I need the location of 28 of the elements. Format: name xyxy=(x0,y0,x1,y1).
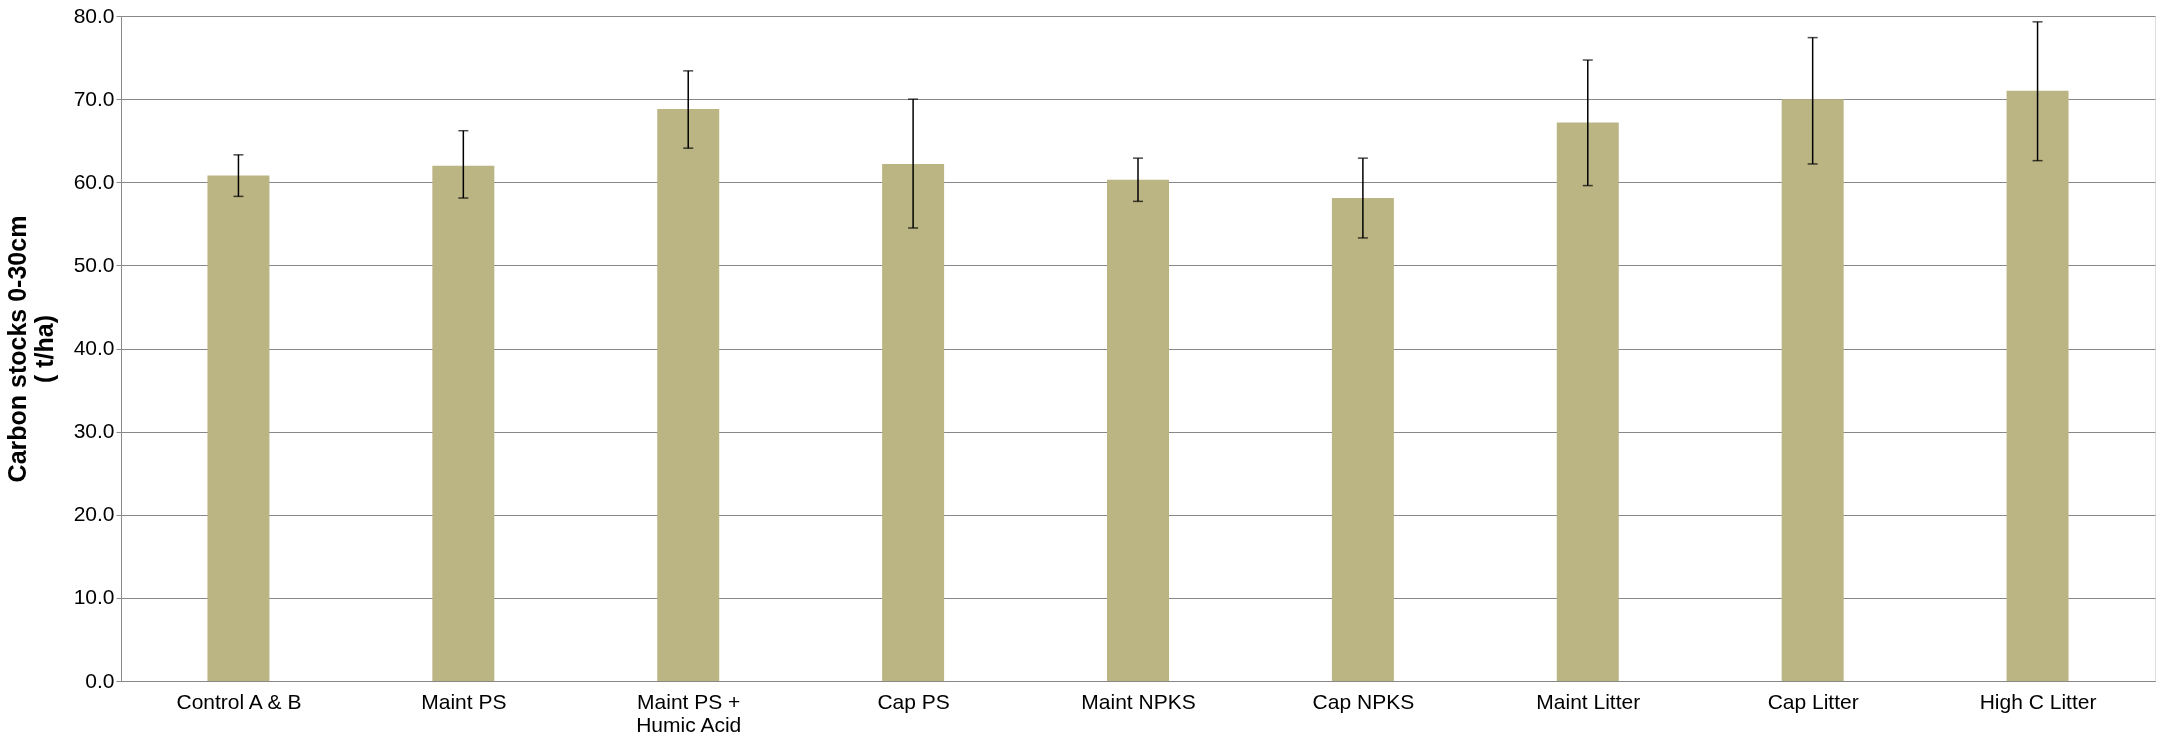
y-axis-title: Carbon stocks 0-30cm ( t/ha) xyxy=(2,215,58,483)
bar xyxy=(2006,90,2069,681)
bar xyxy=(1781,99,1844,681)
y-tick-label: 30.0 xyxy=(73,419,115,443)
bar xyxy=(432,165,495,681)
x-tick-label: Cap NPKS xyxy=(1312,689,1415,713)
bar xyxy=(1331,198,1394,681)
y-tick-label: 70.0 xyxy=(73,86,115,110)
bar xyxy=(657,109,720,681)
bar xyxy=(1556,122,1619,681)
y-tick-label: 40.0 xyxy=(73,336,115,359)
x-tick-label: Maint NPKS xyxy=(1081,689,1196,713)
y-tick-label: 60.0 xyxy=(73,169,115,193)
y-tick-label: 20.0 xyxy=(73,502,115,526)
x-tick-label: Cap Litter xyxy=(1767,689,1859,713)
x-tick-label: Maint PS + Humic Acid xyxy=(636,689,742,736)
x-tick-label: Cap PS xyxy=(877,689,950,713)
bar xyxy=(882,163,945,681)
x-tick-label: Control A & B xyxy=(176,689,302,713)
y-tick-label: 80.0 xyxy=(73,3,115,27)
x-tick-label: Maint PS xyxy=(421,689,507,713)
y-tick-label: 0.0 xyxy=(85,668,115,692)
bar xyxy=(1107,179,1169,681)
y-tick-label: 50.0 xyxy=(73,252,115,276)
x-tick-label: High C Litter xyxy=(1979,689,2097,713)
bar xyxy=(207,175,270,681)
x-tick-label: Maint Litter xyxy=(1536,689,1641,713)
y-tick-label: 10.0 xyxy=(73,585,115,609)
